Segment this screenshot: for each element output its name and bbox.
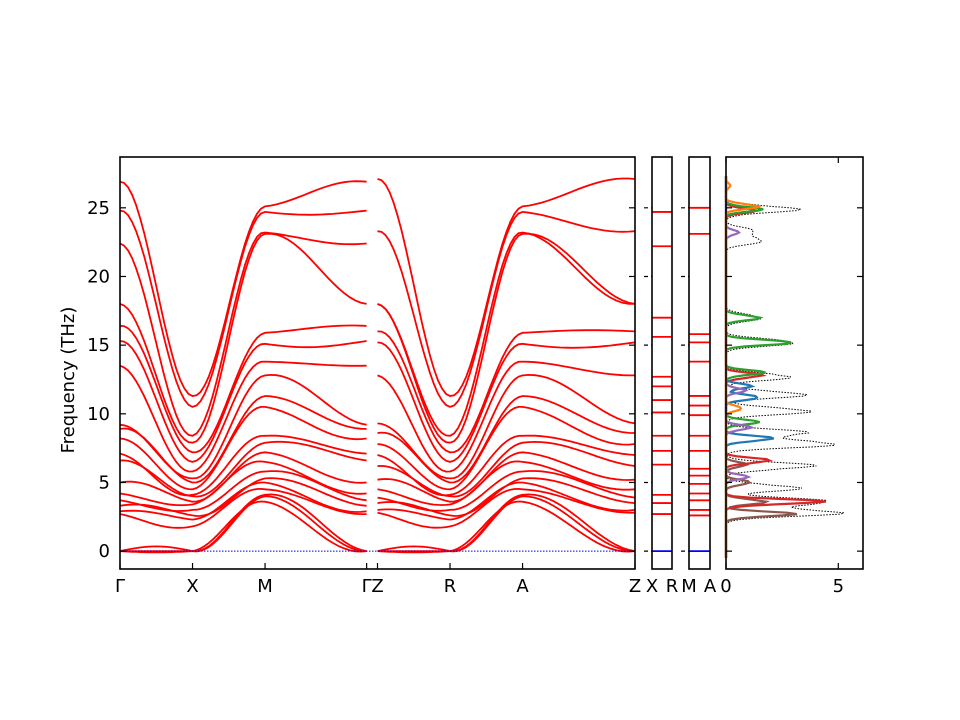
main-xtick-label: Z (371, 576, 383, 597)
z-r-a-z-band-4 (377, 481, 636, 521)
total-dos-curve (725, 176, 845, 558)
partial-dos-curve-1 (724, 176, 826, 558)
gamma-x-m-gamma-band-18 (119, 231, 367, 437)
gamma-x-m-gamma-band-6 (119, 470, 367, 512)
gamma-x-m-gamma-band-2 (119, 493, 367, 554)
x-r-frame (651, 156, 673, 570)
m-a-xtick-label-right: A (704, 576, 717, 597)
gamma-x-m-gamma-band-20 (119, 180, 367, 397)
main-xtick-label: R (444, 576, 457, 597)
gamma-x-m-gamma-band-10 (119, 434, 367, 497)
gamma-x-m-gamma-band-4 (119, 481, 367, 521)
x-r-xtick-label-right: R (666, 576, 679, 597)
gamma-x-m-gamma-band-5 (119, 477, 367, 517)
gamma-x-m-gamma-band-16 (119, 324, 367, 454)
main-xtick-label: Γ (362, 576, 372, 597)
z-r-a-z-band-13 (377, 373, 636, 480)
dos-xtick-label: 0 (720, 576, 731, 597)
z-r-a-z-band-17 (377, 232, 636, 444)
y-axis-label: Frequency (THz) (58, 307, 79, 454)
y-tick-label: 10 (87, 404, 110, 425)
y-tick-label: 0 (99, 541, 110, 562)
z-r-a-z-band-16 (377, 329, 636, 454)
z-r-a-z-band-0 (377, 500, 636, 553)
gamma-x-m-gamma-band-13 (119, 373, 367, 480)
z-r-a-z-band-5 (377, 477, 636, 517)
z-r-a-z-band-6 (377, 470, 636, 512)
m-a-xtick-label-left: M (681, 576, 697, 597)
z-r-a-z-band-1 (377, 495, 636, 553)
z-r-a-z-band-14 (377, 360, 635, 473)
y-tick-label: 20 (87, 266, 110, 287)
z-r-a-z-band-2 (377, 493, 636, 554)
z-r-a-z-band-15 (377, 341, 636, 463)
main-xtick-label: A (516, 576, 529, 597)
z-r-a-z-band-20 (377, 177, 636, 397)
z-r-a-z-band-18 (377, 231, 635, 437)
z-r-a-z-band-12 (377, 395, 636, 484)
gamma-x-m-gamma-band-14 (119, 360, 367, 473)
main-xtick-label: Z (629, 576, 641, 597)
y-tick-label: 15 (87, 335, 110, 356)
x-r-xtick-label-left: X (646, 576, 658, 597)
y-tick-labels: 0 5 10 15 20 25 (87, 198, 110, 562)
gamma-x-m-gamma-band-1 (119, 495, 367, 553)
main-xtick-label: X (186, 576, 198, 597)
main-xtick-label: M (257, 576, 273, 597)
y-tick-label: 25 (87, 198, 110, 219)
main-xtick-label: Γ (115, 576, 125, 597)
gamma-x-m-gamma-band-8 (119, 451, 367, 503)
z-r-a-z-band-10 (377, 434, 636, 497)
z-r-a-z-band-7 (377, 460, 636, 506)
gamma-x-m-gamma-band-3 (119, 487, 367, 529)
gamma-x-m-gamma-band-7 (119, 460, 367, 507)
z-r-a-z-band-3 (377, 487, 635, 529)
y-tick-label: 5 (99, 472, 110, 493)
z-r-a-z-band-8 (377, 451, 636, 503)
gamma-x-m-gamma-band-12 (119, 395, 367, 484)
gamma-x-m-gamma-band-17 (119, 232, 367, 444)
m-a-frame (688, 156, 711, 570)
dos-frame (725, 156, 864, 570)
gamma-x-m-gamma-band-9 (119, 440, 367, 498)
gamma-x-m-gamma-band-15 (119, 340, 367, 463)
dos-xtick-label: 5 (833, 576, 844, 597)
